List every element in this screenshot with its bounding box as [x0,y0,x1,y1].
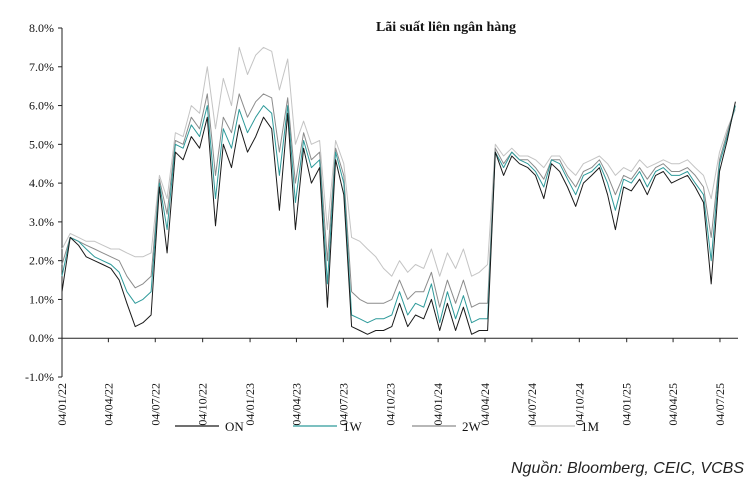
y-tick-label: 7.0% [29,60,54,74]
x-tick-label: 04/10/23 [384,383,398,426]
legend-label-1m: 1M [581,419,600,434]
legend-label-2w: 2W [462,419,482,434]
x-tick-label: 04/07/24 [525,383,539,426]
series-line-1w [61,105,736,324]
y-tick-label: 0.0% [29,331,54,345]
x-tick-label: 04/07/23 [336,383,350,426]
series-layer [61,46,736,335]
y-tick-label: 4.0% [29,176,54,190]
x-tick-label: 04/10/24 [572,383,586,426]
y-tick-label: -1.0% [25,370,54,384]
y-tick-label: 6.0% [29,99,54,113]
source-note: Nguồn: Bloomberg, CEIC, VCBS [511,460,744,477]
legend-label-on: ON [225,419,244,434]
legend: ON 1W 2W 1M [175,419,600,434]
x-tick-label: 04/04/22 [101,383,115,426]
x-tick-label: 04/01/25 [620,383,634,426]
y-tick-label: 3.0% [29,215,54,229]
x-tick-label: 04/01/24 [431,383,445,426]
y-tick-label: 1.0% [29,292,54,306]
x-tick-label: 04/04/25 [666,383,680,426]
x-tick-label: 04/04/24 [478,383,492,426]
y-axis-ticks: -1.0% 0.0% 1.0% 2.0% 3.0% 4.0% 5.0% 6.0% 7.0% 8.0… [25,21,62,384]
x-tick-label: 04/01/22 [55,383,69,426]
series-line-1m [61,46,736,277]
x-axis-ticks: 04/01/22 04/04/22 04/07/22 04/10/22 04/01/23… [55,338,727,426]
x-tick-label: 04/01/23 [243,383,257,426]
y-tick-label: 2.0% [29,254,54,268]
x-tick-label: 04/04/23 [289,383,303,426]
series-line-2w [61,93,736,308]
y-tick-label: 5.0% [29,137,54,151]
x-tick-label: 04/10/22 [196,383,210,426]
chart-title: Lãi suất liên ngân hàng [376,20,516,35]
y-tick-label: 8.0% [29,21,54,35]
series-line-on [61,101,736,335]
legend-label-1w: 1W [343,419,363,434]
x-tick-label: 04/07/25 [713,383,727,426]
axes [61,28,738,377]
x-tick-label: 04/07/22 [148,383,162,426]
